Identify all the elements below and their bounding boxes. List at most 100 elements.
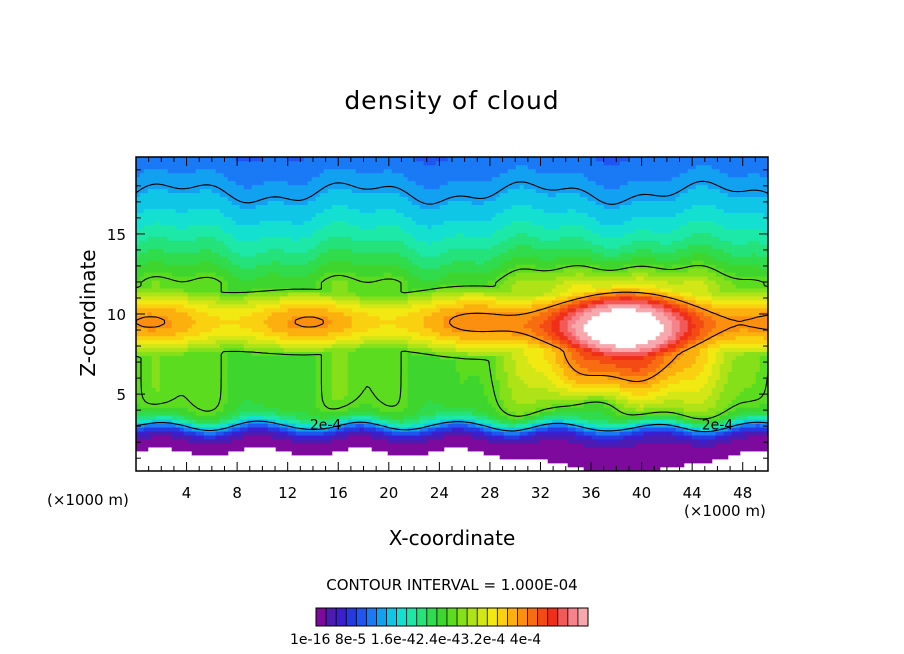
field-cell — [755, 367, 761, 372]
field-cell — [467, 371, 473, 376]
field-cell — [687, 339, 693, 345]
field-cell — [191, 446, 197, 452]
field-cell — [595, 351, 601, 357]
field-cell — [611, 438, 617, 444]
field-cell — [175, 335, 181, 341]
field-cell — [443, 415, 449, 420]
field-cell — [343, 423, 349, 428]
field-cell — [655, 331, 661, 337]
field-cell — [571, 458, 577, 464]
field-cell — [247, 430, 253, 436]
field-cell — [755, 331, 761, 337]
field-cell — [707, 383, 713, 388]
field-cell — [319, 407, 325, 412]
field-cell — [535, 335, 541, 341]
field-cell — [219, 391, 225, 396]
field-cell — [635, 419, 641, 424]
field-cell — [155, 403, 161, 408]
field-cell — [691, 335, 697, 341]
field-cell — [735, 355, 741, 360]
field-cell — [263, 391, 269, 396]
field-cell — [403, 367, 409, 372]
field-cell — [159, 379, 165, 384]
field-cell — [551, 415, 557, 420]
field-cell — [275, 371, 281, 376]
field-cell — [523, 430, 529, 436]
field-cell — [751, 335, 757, 341]
field-cell — [391, 419, 397, 424]
field-cell — [575, 434, 581, 440]
field-cell — [371, 446, 377, 452]
field-cell — [583, 359, 589, 364]
field-cell — [499, 375, 505, 380]
field-cell — [175, 339, 181, 345]
field-cell — [735, 375, 741, 380]
field-cell — [599, 359, 605, 364]
field-cell — [175, 423, 181, 428]
field-cell — [283, 371, 289, 376]
field-cell — [759, 383, 765, 388]
field-cell — [331, 383, 337, 388]
field-cell — [395, 351, 401, 357]
field-cell — [227, 367, 233, 372]
field-cell — [695, 383, 701, 388]
field-cell — [663, 367, 669, 372]
field-cell — [303, 375, 309, 380]
field-cell — [191, 387, 197, 392]
field-cell — [151, 423, 157, 428]
field-cell — [391, 450, 397, 456]
field-cell — [511, 411, 517, 416]
field-cell — [243, 426, 249, 432]
field-cell — [399, 434, 405, 440]
field-cell — [175, 395, 181, 400]
field-cell — [143, 426, 149, 432]
field-cell — [315, 430, 321, 436]
field-cell — [187, 383, 193, 388]
field-cell — [667, 351, 673, 357]
field-cell — [471, 331, 477, 337]
field-cell — [667, 430, 673, 436]
field-cell — [183, 363, 189, 368]
field-cell — [275, 446, 281, 452]
field-cell — [159, 399, 165, 404]
field-cell — [391, 442, 397, 448]
field-cell — [631, 450, 637, 456]
field-cell — [495, 367, 501, 372]
field-cell — [271, 411, 277, 416]
field-cell — [295, 331, 301, 337]
field-cell — [743, 383, 749, 388]
field-cell — [419, 395, 425, 400]
field-cell — [315, 335, 321, 341]
field-cell — [283, 399, 289, 404]
field-cell — [191, 339, 197, 345]
field-cell — [415, 415, 421, 420]
field-cell — [271, 438, 277, 444]
field-cell — [203, 415, 209, 420]
field-cell — [639, 331, 645, 337]
field-cell — [247, 375, 253, 380]
field-cell — [599, 466, 605, 471]
field-cell — [155, 351, 161, 357]
field-cell — [575, 339, 581, 345]
field-cell — [563, 379, 569, 384]
field-cell — [607, 399, 613, 404]
field-cell — [275, 426, 281, 432]
field-cell — [471, 434, 477, 440]
field-cell — [419, 371, 425, 376]
field-cell — [759, 407, 765, 412]
field-cell — [343, 343, 349, 349]
field-cell — [339, 403, 345, 408]
field-cell — [167, 434, 173, 440]
field-cell — [507, 442, 513, 448]
field-cell — [387, 355, 393, 360]
field-cell — [283, 434, 289, 440]
field-cell — [543, 399, 549, 404]
field-cell — [711, 419, 717, 424]
field-cell — [283, 367, 289, 372]
field-cell — [335, 442, 341, 448]
field-cell — [255, 363, 261, 368]
field-cell — [335, 403, 341, 408]
field-cell — [603, 450, 609, 456]
field-cell — [567, 462, 573, 468]
field-cell — [207, 407, 213, 412]
